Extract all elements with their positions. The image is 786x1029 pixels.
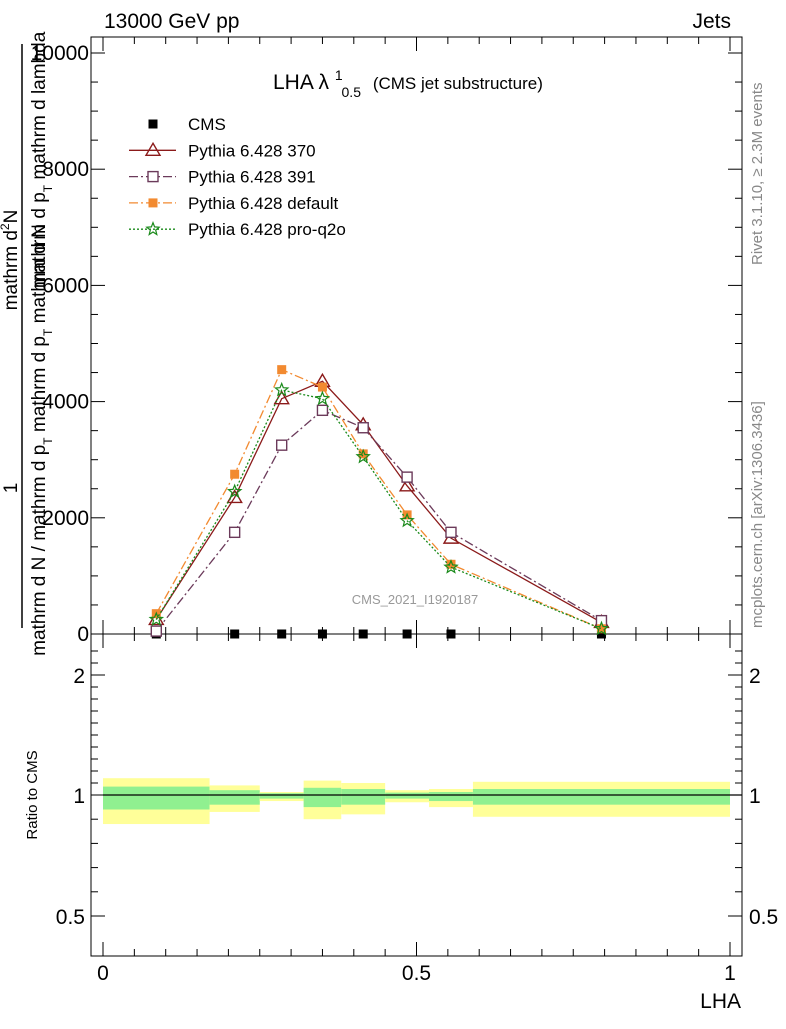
ratio-inner-band (303, 787, 342, 808)
ratio-y-axis-label: Ratio to CMS (24, 750, 41, 839)
data-point (357, 422, 369, 434)
x-tick-label: 1 (724, 962, 736, 985)
legend-label: Pythia 6.428 pro-q2o (188, 220, 346, 239)
data-point (277, 629, 287, 639)
series-line (155, 389, 602, 630)
data-point (401, 471, 413, 483)
data-point (275, 439, 288, 451)
legend-label: Pythia 6.428 370 (188, 141, 316, 160)
legend-label: Pythia 6.428 391 (188, 168, 316, 187)
data-point (358, 449, 368, 459)
ratio-y-tick-label-right: 1 (749, 785, 761, 808)
data-point (230, 629, 240, 639)
ratio-inner-band (259, 793, 304, 799)
analysis-watermark: CMS_2021_I1920187 (352, 592, 479, 607)
x-axis-label: LHA (700, 990, 741, 1013)
legend-marker (148, 119, 158, 129)
legend-entry: Pythia 6.428 370 (129, 141, 316, 160)
series-1 (148, 372, 610, 629)
ratio-y-tick-label: 1 (73, 785, 85, 808)
data-point (355, 448, 371, 464)
main-y-tick-label: 6000 (42, 274, 89, 297)
data-point (596, 629, 606, 639)
data-point (398, 477, 416, 492)
rivet-label: Rivet 3.1.10, ≥ 2.3M events (749, 83, 766, 266)
ratio-inner-band (341, 789, 386, 805)
y-axis-label: mathrm d2N mathrm d pT mathrm d lambda 1… (0, 31, 55, 656)
mcplots-label: mcplots.cern.ch [arXiv:1306.3436] (749, 401, 766, 628)
main-y-tick-label: 2000 (42, 507, 89, 530)
data-point (595, 614, 608, 627)
data-point (230, 469, 240, 479)
ratio-inner-band (472, 789, 730, 805)
main-y-tick-label: 4000 (42, 391, 89, 414)
legend: CMS Pythia 6.428 370 Pythia 6.428 391 Pythi… (129, 115, 346, 239)
ratio-axis-ticks: 0.5 0.5 1 1 2 2 0 0.5 1 (56, 634, 778, 985)
chart-title-suffix: (CMS jet substructure) (373, 74, 543, 93)
chart-title-sup: 1 (335, 67, 343, 83)
legend-marker (148, 198, 158, 208)
series-2 (150, 404, 608, 637)
ratio-y-tick-label-right: 0.5 (749, 906, 778, 929)
data-point (593, 620, 610, 636)
chart-title: LHA λ 1 0.5 (CMS jet substructure) (273, 62, 543, 102)
data-point (596, 624, 606, 634)
data-point (273, 381, 290, 397)
data-point (399, 512, 415, 528)
data-point (446, 559, 456, 569)
data-point (316, 404, 329, 417)
legend-entry: CMS (148, 115, 226, 134)
data-point (317, 382, 327, 392)
chart-title-main: LHA λ (273, 71, 330, 94)
y-axis-label-denominator-one: 1 (1, 483, 22, 494)
main-y-tick-label: 10000 (31, 42, 89, 65)
data-point (402, 629, 412, 639)
ratio-y-tick-label: 0.5 (56, 906, 85, 929)
data-point (314, 390, 331, 406)
chart-title-sub: 0.5 (342, 84, 362, 100)
ratio-y-tick-label: 2 (73, 665, 85, 688)
series-4 (148, 381, 610, 636)
main-axis-ticks: 0 2000 4000 6000 8000 10000 (31, 37, 742, 646)
ratio-inner-band (209, 790, 260, 805)
series-line (155, 368, 602, 630)
legend-marker (147, 170, 159, 183)
data-point (228, 526, 241, 539)
legend-label: CMS (188, 115, 226, 134)
data-point (317, 629, 327, 639)
legend-entry: Pythia 6.428 391 (129, 168, 316, 187)
series-line (155, 409, 602, 632)
legend-marker (145, 221, 161, 236)
data-point (445, 526, 457, 539)
series-layer (148, 365, 610, 639)
x-tick-label: 0 (97, 962, 109, 985)
y-axis-label-numerator-top: mathrm d2N (0, 210, 22, 311)
category-label: Jets (692, 10, 731, 33)
legend-entry: Pythia 6.428 pro-q2o (129, 220, 346, 239)
legend-entry: Pythia 6.428 default (129, 194, 339, 213)
main-y-tick-label: 0 (77, 623, 89, 646)
ratio-uncertainty-bands (103, 778, 742, 825)
legend-marker (144, 141, 162, 157)
series-line (155, 380, 602, 623)
x-tick-label: 0.5 (402, 962, 431, 985)
data-point (148, 611, 165, 626)
data-point (443, 559, 459, 574)
ratio-inner-band (429, 792, 473, 802)
legend-label: Pythia 6.428 default (188, 194, 339, 213)
data-point (150, 625, 162, 637)
process-label: 13000 GeV pp (104, 10, 239, 33)
main-y-tick-label: 8000 (42, 158, 89, 181)
ratio-inner-band (385, 792, 430, 799)
data-point (226, 483, 243, 499)
ratio-y-tick-label-right: 2 (749, 665, 761, 688)
data-point (277, 365, 287, 375)
data-point (446, 629, 456, 639)
ratio-inner-band (103, 786, 210, 810)
data-point (148, 611, 165, 627)
data-point (358, 629, 368, 639)
